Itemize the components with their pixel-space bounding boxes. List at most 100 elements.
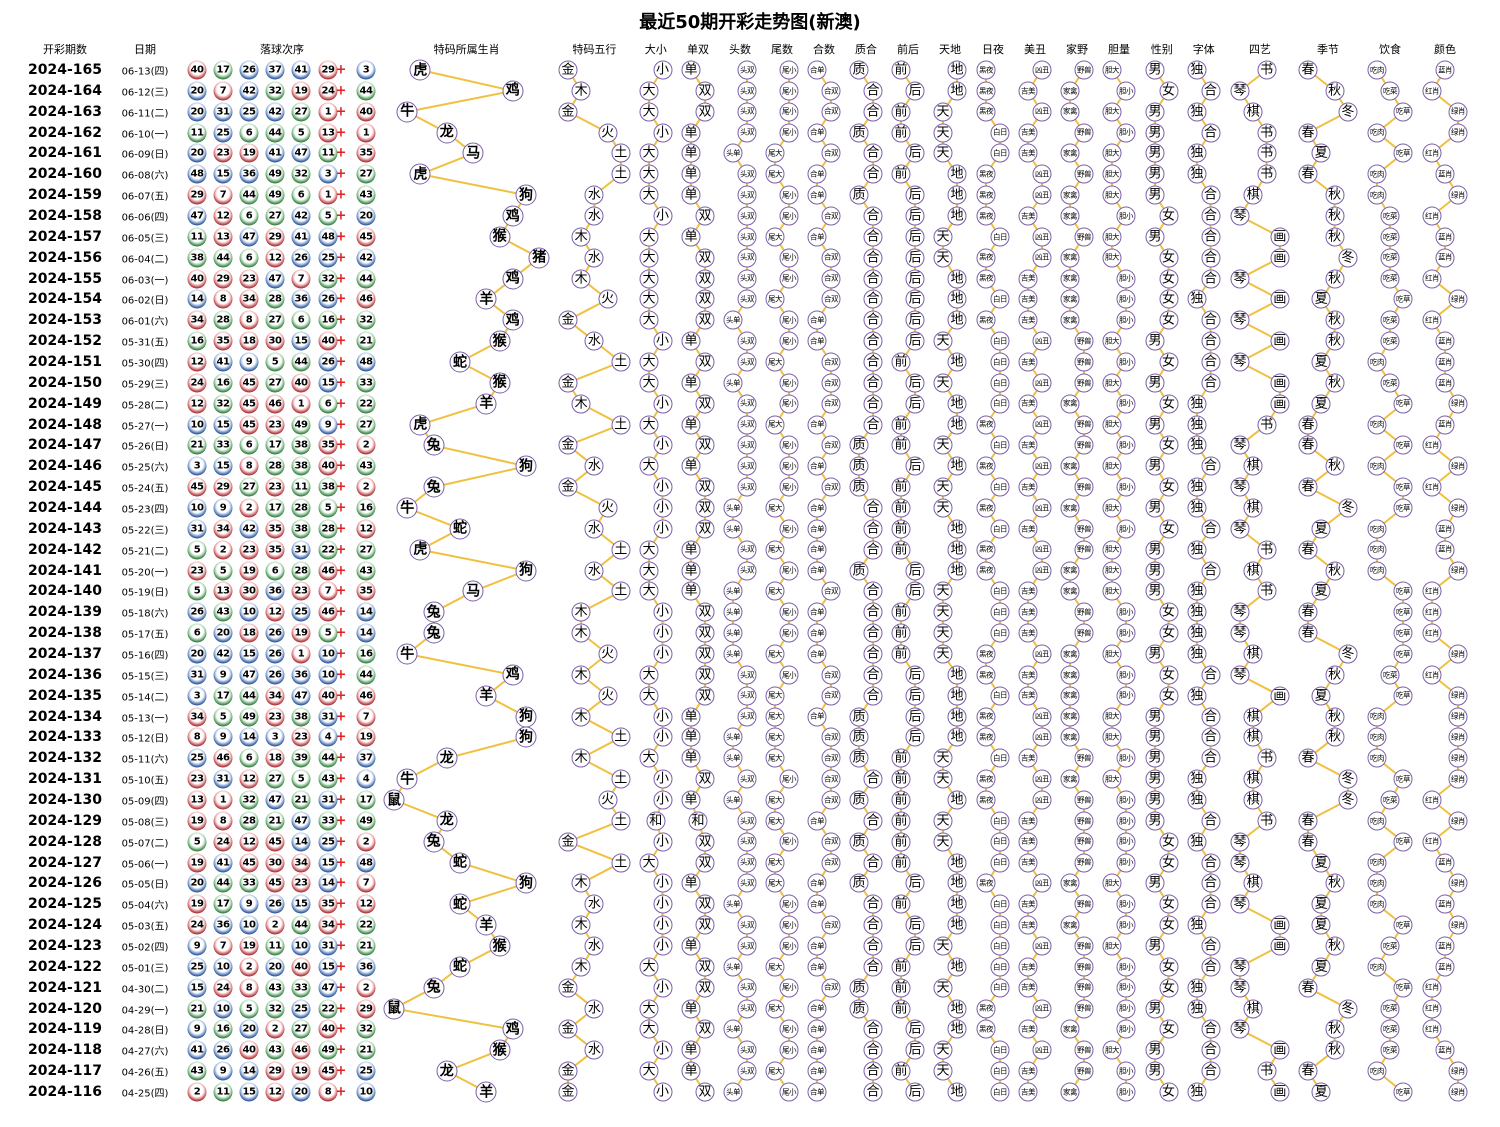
attribute-node: 后 (905, 1082, 925, 1102)
ball-regular: 45 (318, 1061, 338, 1081)
ball-regular: 40 (318, 686, 338, 706)
attribute-node: 头双 (737, 164, 757, 184)
ball-special: 35 (356, 581, 376, 601)
attribute-node: 合 (1201, 331, 1220, 351)
attribute-node: 合单 (807, 164, 827, 184)
zodiac-node: 牛 (396, 768, 418, 790)
attribute-node: 红肖 (1422, 1019, 1442, 1039)
attribute-node: 合 (1201, 853, 1220, 873)
ball-regular: 36 (291, 665, 311, 685)
attribute-node: 双 (695, 81, 715, 101)
attribute-node: 琴 (1230, 81, 1250, 101)
attribute-node: 合单 (807, 123, 827, 143)
attribute-node: 春 (1298, 1061, 1318, 1081)
attribute-node: 胆小 (1116, 999, 1136, 1019)
attribute-node: 琴 (1230, 269, 1250, 289)
ball-regular: 45 (239, 415, 259, 435)
attribute-node: 地 (947, 873, 967, 893)
attribute-node: 凶丑 (1032, 373, 1052, 393)
attribute-node: 双 (695, 394, 715, 414)
attribute-node: 单 (681, 1040, 701, 1060)
attribute-node: 金 (558, 102, 578, 122)
ball-regular: 42 (239, 81, 259, 101)
attribute-node: 独 (1187, 686, 1207, 706)
attribute-node: 前 (891, 498, 911, 518)
attribute-node: 女 (1159, 602, 1178, 622)
attribute-node: 胆大 (1102, 456, 1122, 476)
ball-special: 12 (356, 519, 376, 539)
attribute-node: 合 (1201, 665, 1220, 685)
attribute-node: 男 (1145, 164, 1165, 184)
attribute-node: 家禽 (1060, 727, 1080, 747)
attribute-node: 吃草 (1393, 581, 1413, 601)
ball-special: 42 (356, 248, 376, 268)
attribute-node: 小 (653, 707, 672, 727)
zodiac-node: 狗 (515, 560, 537, 582)
zodiac-node: 鸡 (502, 80, 524, 102)
attribute-node: 前 (891, 540, 911, 560)
attribute-node: 胆小 (1116, 477, 1136, 497)
attribute-node: 水 (584, 999, 604, 1019)
attribute-node: 单 (681, 999, 701, 1019)
attribute-node: 头双 (737, 1061, 757, 1081)
attribute-node: 秋 (1325, 665, 1345, 685)
ball-regular: 41 (291, 60, 311, 80)
issue-number: 2024-120 (28, 1000, 102, 1017)
attribute-node: 独 (1187, 623, 1207, 643)
ball-regular: 8 (239, 456, 259, 476)
attribute-node: 单 (681, 790, 701, 810)
attribute-node: 书 (1257, 60, 1277, 80)
ball-regular: 26 (265, 894, 285, 914)
attribute-node: 尾小 (779, 915, 799, 935)
attribute-node: 吃菜 (1380, 790, 1400, 810)
ball-regular: 44 (213, 873, 233, 893)
ball-regular: 8 (239, 978, 259, 998)
attribute-node: 木 (571, 665, 591, 685)
attribute-node: 土 (611, 727, 631, 747)
attribute-node: 冬 (1338, 999, 1358, 1019)
plus-icon: + (335, 646, 347, 662)
attribute-node: 胆大 (1102, 498, 1122, 518)
attribute-node: 合双 (821, 915, 841, 935)
attribute-node: 胆大 (1102, 727, 1122, 747)
attribute-node: 合 (1201, 456, 1220, 476)
attribute-node: 双 (695, 206, 715, 226)
trend-line-segment (420, 548, 527, 572)
attribute-node: 合 (1201, 561, 1220, 581)
attribute-node: 合 (1201, 227, 1220, 247)
attribute-node: 夏 (1311, 581, 1331, 601)
attribute-node: 尾小 (779, 936, 799, 956)
attribute-node: 黑夜 (976, 102, 996, 122)
zodiac-node: 猪 (528, 247, 550, 269)
zodiac-node: 牛 (396, 643, 418, 665)
ball-regular: 19 (291, 81, 311, 101)
attribute-node: 胆小 (1116, 394, 1136, 414)
attribute-node: 金 (558, 978, 578, 998)
attribute-node: 男 (1145, 936, 1165, 956)
attribute-node: 胆小 (1116, 686, 1136, 706)
attribute-node: 合双 (821, 394, 841, 414)
attribute-node: 白日 (990, 435, 1010, 455)
attribute-node: 地 (947, 915, 967, 935)
attribute-node: 头单 (723, 310, 743, 330)
attribute-node: 前 (891, 102, 911, 122)
ball-regular: 32 (213, 394, 233, 414)
attribute-node: 吃肉 (1367, 748, 1387, 768)
issue-number: 2024-126 (28, 875, 102, 892)
attribute-node: 双 (695, 644, 715, 664)
ball-regular: 32 (318, 269, 338, 289)
issue-number: 2024-140 (28, 583, 102, 600)
attribute-node: 大 (639, 561, 659, 581)
draw-date: 06-09(日) (121, 149, 169, 161)
attribute-node: 吃肉 (1367, 123, 1387, 143)
attribute-node: 冬 (1338, 769, 1358, 789)
attribute-node: 吉美 (1018, 435, 1038, 455)
ball-regular: 20 (291, 1082, 311, 1102)
attribute-node: 双 (695, 102, 715, 122)
attribute-node: 小 (653, 123, 672, 143)
attribute-node: 大 (639, 227, 659, 247)
ball-regular: 26 (265, 644, 285, 664)
attribute-node: 金 (558, 1082, 578, 1102)
attribute-node: 合 (863, 227, 883, 247)
attribute-node: 合单 (807, 519, 827, 539)
